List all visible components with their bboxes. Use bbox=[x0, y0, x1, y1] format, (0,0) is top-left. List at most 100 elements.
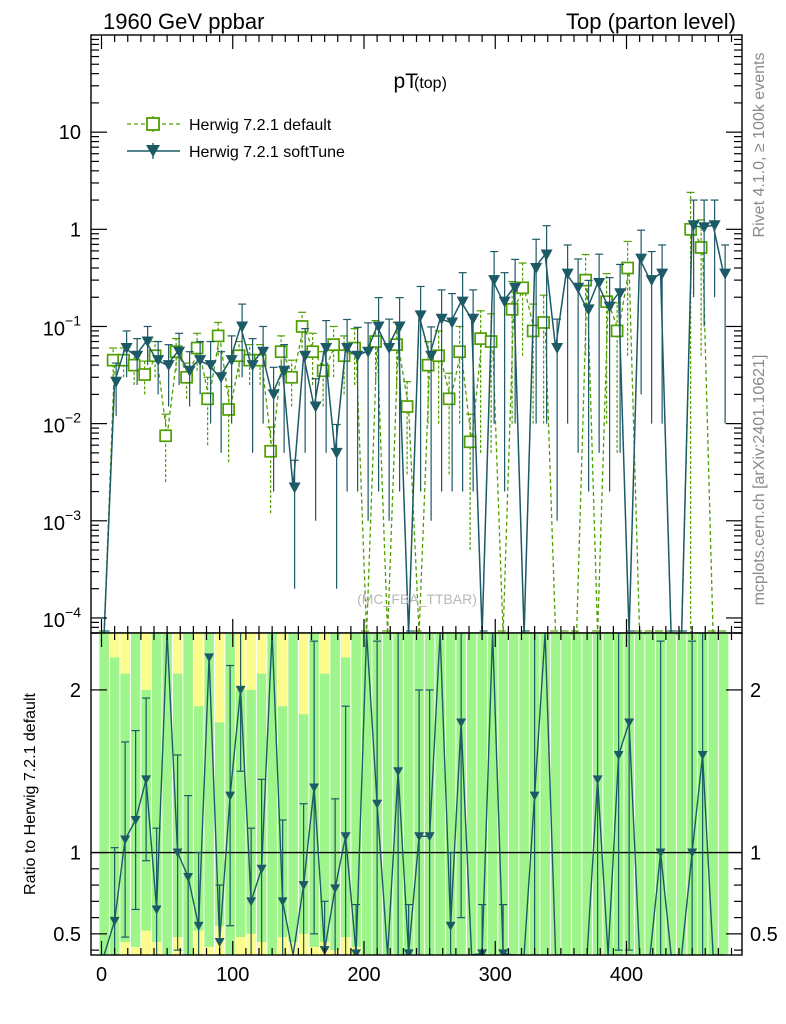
ratio-panel: 0.5 0.5 1 1 2 2 0 100 200 300 400 Ratio to Herwig… bbox=[22, 632, 778, 986]
band-green bbox=[477, 633, 487, 955]
data-point bbox=[593, 278, 606, 290]
band-green bbox=[246, 689, 256, 934]
ratio-point bbox=[183, 872, 194, 882]
data-point bbox=[582, 304, 595, 316]
data-point bbox=[372, 321, 385, 333]
ratio-point bbox=[529, 791, 540, 801]
data-point bbox=[162, 360, 175, 372]
legend-label-softtune: Herwig 7.2.1 softTune bbox=[189, 144, 345, 161]
band-green bbox=[603, 633, 613, 955]
x-tick-label: 300 bbox=[479, 964, 512, 986]
y-tick-base: 10 bbox=[43, 318, 65, 340]
ratio-point bbox=[687, 848, 698, 858]
series-ratio-softtune bbox=[103, 633, 724, 955]
main-series-group bbox=[98, 191, 732, 635]
band-green bbox=[550, 633, 561, 955]
ratio-point bbox=[225, 791, 236, 801]
band-green bbox=[151, 633, 162, 942]
data-point bbox=[183, 365, 196, 377]
y-tick-label: 10−1 bbox=[43, 312, 81, 340]
data-point bbox=[463, 435, 477, 449]
y-tick-exponent: −1 bbox=[65, 312, 81, 328]
band-green bbox=[109, 657, 120, 955]
y-tick-label: 10 bbox=[59, 122, 81, 144]
data-point bbox=[610, 324, 624, 338]
band-green bbox=[540, 633, 550, 955]
header-right: Top (parton level) bbox=[566, 9, 736, 34]
band-green bbox=[519, 633, 529, 955]
data-point bbox=[127, 358, 141, 372]
ratio-y-tick-label-right: 0.5 bbox=[750, 924, 778, 946]
data-point bbox=[603, 301, 616, 313]
ratio-point bbox=[655, 848, 666, 858]
band-green bbox=[561, 633, 571, 955]
band-green bbox=[718, 633, 729, 955]
legend: Herwig 7.2.1 default Herwig 7.2.1 softTu… bbox=[127, 116, 345, 161]
band-green bbox=[676, 633, 687, 955]
band-green bbox=[162, 633, 172, 955]
band-green bbox=[466, 633, 477, 955]
ratio-series-group bbox=[91, 633, 742, 955]
plot-title-main: pT bbox=[393, 70, 418, 93]
ratio-point bbox=[613, 750, 624, 760]
x-tick-label: 100 bbox=[216, 964, 249, 986]
data-point bbox=[453, 345, 466, 359]
data-point bbox=[351, 350, 364, 362]
data-point bbox=[138, 368, 151, 381]
data-point bbox=[246, 360, 259, 372]
y-tick-label: 10−3 bbox=[43, 507, 81, 535]
data-point bbox=[106, 353, 120, 367]
data-point bbox=[393, 321, 406, 333]
ratio-y-tick-label: 2 bbox=[70, 680, 81, 702]
data-point bbox=[400, 400, 414, 413]
data-point bbox=[267, 389, 280, 401]
ratio-point bbox=[120, 835, 131, 845]
ratio-y-tick-label: 1 bbox=[70, 843, 81, 865]
band-green bbox=[498, 633, 508, 955]
data-point bbox=[152, 355, 165, 367]
ratio-point bbox=[445, 921, 456, 931]
band-green bbox=[634, 633, 645, 955]
legend-marker-filled-triangle bbox=[146, 145, 160, 157]
band-green bbox=[487, 633, 498, 955]
data-point bbox=[656, 268, 669, 280]
x-tick-label: 0 bbox=[96, 964, 107, 986]
ratio-point bbox=[256, 864, 267, 874]
ratio-point bbox=[141, 775, 152, 785]
data-point bbox=[180, 370, 193, 384]
legend-entry-softtune: Herwig 7.2.1 softTune bbox=[127, 143, 345, 161]
main-x-axis-ticks bbox=[100, 35, 733, 633]
ratio-point bbox=[130, 816, 141, 826]
data-point bbox=[257, 346, 270, 358]
y-tick-label: 10−2 bbox=[43, 410, 81, 438]
ratio-point bbox=[151, 905, 162, 915]
data-point bbox=[330, 447, 343, 459]
ratio-point bbox=[424, 832, 435, 842]
data-point bbox=[446, 317, 459, 329]
data-point bbox=[295, 320, 309, 333]
plot-title: pT bbox=[393, 70, 418, 93]
data-point bbox=[264, 444, 277, 458]
data-point bbox=[435, 313, 448, 325]
data-point bbox=[110, 376, 123, 388]
data-point bbox=[131, 350, 144, 362]
data-point bbox=[236, 321, 249, 333]
data-point bbox=[299, 350, 312, 362]
band-green bbox=[214, 722, 225, 926]
data-point bbox=[698, 222, 711, 234]
data-point bbox=[341, 343, 354, 355]
mcplots-label: mcplots.cern.ch [arXiv:2401.10621] bbox=[751, 355, 768, 606]
ratio-point bbox=[456, 718, 467, 728]
ratio-point bbox=[351, 949, 362, 955]
ratio-point bbox=[277, 897, 288, 907]
data-point bbox=[425, 350, 438, 362]
data-point bbox=[194, 355, 207, 367]
band-green bbox=[288, 633, 298, 942]
data-point bbox=[362, 346, 375, 358]
data-point bbox=[285, 370, 298, 384]
data-point bbox=[225, 355, 238, 367]
x-tick-label: 200 bbox=[347, 964, 380, 986]
data-point bbox=[316, 364, 330, 378]
